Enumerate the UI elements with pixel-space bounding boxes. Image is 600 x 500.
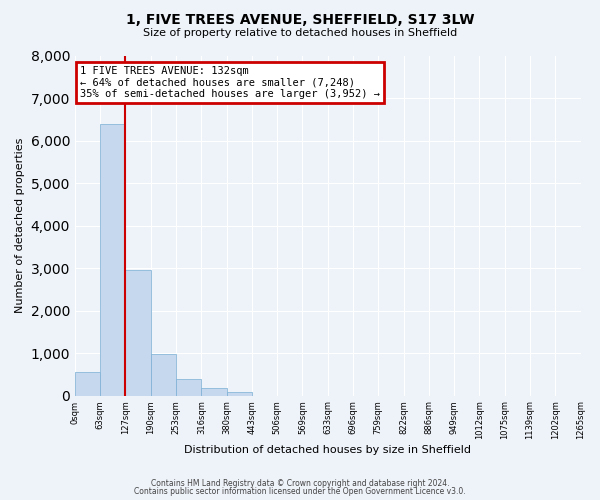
Text: Contains public sector information licensed under the Open Government Licence v3: Contains public sector information licen… (134, 487, 466, 496)
Bar (125, 270, 151, 396)
Text: Size of property relative to detached houses in Sheffield: Size of property relative to detached ho… (143, 28, 457, 38)
X-axis label: Distribution of detached houses by size in Sheffield: Distribution of detached houses by size … (184, 445, 471, 455)
Text: 1 FIVE TREES AVENUE: 132sqm
← 64% of detached houses are smaller (7,248)
35% of : 1 FIVE TREES AVENUE: 132sqm ← 64% of det… (80, 66, 380, 99)
Bar (176, 380, 202, 396)
Y-axis label: Number of detached properties: Number of detached properties (15, 138, 25, 313)
Bar (100, 124, 125, 396)
Text: Contains HM Land Registry data © Crown copyright and database right 2024.: Contains HM Land Registry data © Crown c… (151, 478, 449, 488)
Bar (202, 388, 227, 396)
Text: 1, FIVE TREES AVENUE, SHEFFIELD, S17 3LW: 1, FIVE TREES AVENUE, SHEFFIELD, S17 3LW (126, 12, 474, 26)
Bar (151, 354, 176, 396)
Bar (75, 372, 100, 396)
Bar (227, 392, 252, 396)
